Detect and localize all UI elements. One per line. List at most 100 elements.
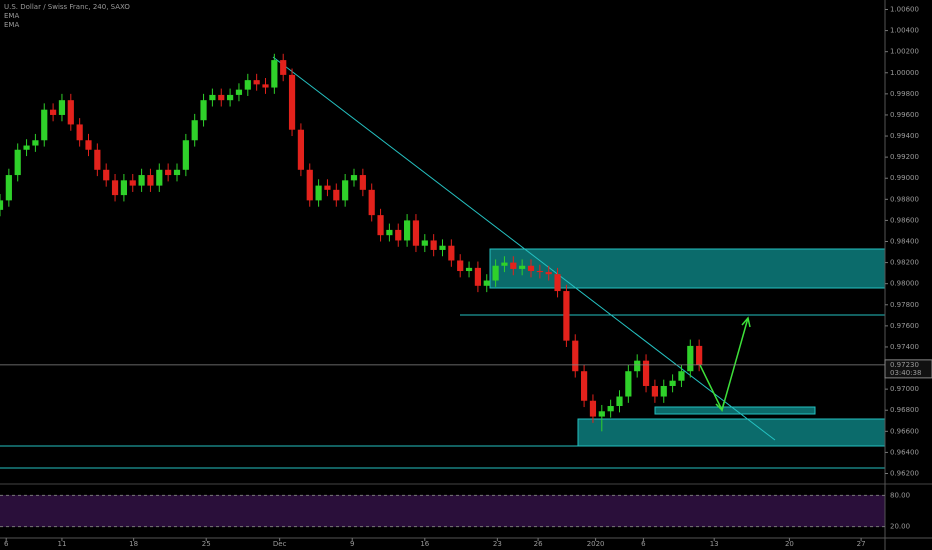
candle-body bbox=[14, 149, 21, 176]
candle-body bbox=[23, 145, 30, 150]
y-tick-label: 0.96200 bbox=[890, 470, 919, 478]
candle-body bbox=[120, 180, 127, 196]
candle-body bbox=[138, 175, 145, 186]
indicator-label: EMA bbox=[4, 12, 19, 20]
indicator-band bbox=[0, 495, 885, 527]
candle-body bbox=[218, 94, 225, 101]
candle-body bbox=[280, 60, 287, 75]
candle-body bbox=[519, 265, 526, 269]
chart-title: U.S. Dollar / Swiss Franc, 240, SAXO bbox=[4, 3, 130, 11]
candle-body bbox=[165, 169, 172, 176]
candle-body bbox=[315, 185, 322, 201]
candle-body bbox=[262, 84, 269, 88]
candle-body bbox=[368, 189, 375, 216]
indicator-tick-label: 80.00 bbox=[890, 491, 910, 499]
candle-body bbox=[457, 260, 464, 272]
candle-body bbox=[253, 80, 260, 85]
candle-body bbox=[227, 94, 234, 101]
candle-body bbox=[67, 100, 74, 125]
y-tick-label: 0.98400 bbox=[890, 238, 919, 246]
candle-body bbox=[492, 265, 499, 281]
candle-body bbox=[687, 345, 694, 372]
y-tick-label: 1.00200 bbox=[890, 48, 919, 56]
y-tick-label: 0.96400 bbox=[890, 448, 919, 456]
x-tick-label: 27 bbox=[857, 540, 866, 548]
candle-body bbox=[306, 169, 313, 201]
candle-body bbox=[5, 175, 12, 201]
candle-body bbox=[85, 140, 92, 150]
candle-body bbox=[404, 220, 411, 241]
candle-body bbox=[642, 360, 650, 386]
y-tick-label: 0.98200 bbox=[890, 259, 919, 267]
candle-body bbox=[625, 371, 632, 397]
candle-body bbox=[342, 180, 349, 201]
y-tick-label: 0.97600 bbox=[890, 322, 919, 330]
candle-body bbox=[545, 272, 552, 275]
candle-body bbox=[103, 169, 110, 181]
candle-body bbox=[235, 89, 243, 95]
y-tick-label: 0.98600 bbox=[890, 216, 919, 224]
y-tick-label: 0.97800 bbox=[890, 301, 919, 309]
candle-body bbox=[156, 169, 163, 186]
candle-body bbox=[607, 406, 614, 412]
zone bbox=[654, 406, 816, 415]
y-tick-label: 0.97000 bbox=[890, 385, 919, 393]
candle-body bbox=[465, 267, 473, 272]
x-tick-label: 26 bbox=[534, 540, 543, 548]
candle-body bbox=[448, 245, 455, 261]
y-tick-label: 0.96600 bbox=[890, 427, 919, 435]
candle-body bbox=[581, 371, 588, 401]
candle-body bbox=[527, 265, 535, 272]
x-tick-label: 16 bbox=[420, 540, 429, 548]
candle-body bbox=[50, 109, 57, 115]
last-price-label: 0.97230 bbox=[890, 361, 919, 369]
candle-body bbox=[483, 280, 490, 286]
candle-body bbox=[58, 100, 66, 115]
candle-body bbox=[0, 200, 4, 210]
candle-body bbox=[554, 274, 561, 292]
y-tick-label: 0.97400 bbox=[890, 343, 919, 351]
candle-body bbox=[147, 175, 154, 186]
candle-body bbox=[244, 80, 251, 90]
x-tick-label: Dec bbox=[273, 540, 287, 548]
candle-body bbox=[76, 124, 83, 141]
candle-body bbox=[129, 180, 136, 186]
candle-body bbox=[616, 396, 623, 407]
arrow-head bbox=[741, 316, 751, 328]
x-tick-label: 18 bbox=[129, 540, 138, 548]
candle-body bbox=[297, 129, 304, 170]
candle-body bbox=[209, 94, 216, 101]
indicator-label: EMA bbox=[4, 21, 19, 29]
candle-body bbox=[324, 185, 331, 190]
countdown-label: 03:40:38 bbox=[890, 369, 921, 377]
y-tick-label: 1.00000 bbox=[890, 69, 919, 77]
candle-body bbox=[660, 385, 667, 397]
candle-body bbox=[572, 340, 579, 372]
y-tick-label: 1.00400 bbox=[890, 27, 919, 35]
candle-body bbox=[386, 229, 393, 236]
candle-body bbox=[288, 74, 296, 130]
candle-body bbox=[439, 245, 446, 250]
y-tick-label: 0.99000 bbox=[890, 174, 919, 182]
candle-body bbox=[173, 169, 181, 176]
candle-body bbox=[634, 360, 641, 372]
candle-body bbox=[191, 120, 198, 141]
y-tick-label: 0.98000 bbox=[890, 280, 919, 288]
candle-body bbox=[412, 220, 420, 246]
last-price-tag bbox=[884, 359, 932, 379]
candle-body bbox=[395, 229, 402, 241]
zone bbox=[577, 418, 886, 447]
candle-body bbox=[536, 271, 543, 273]
x-tick-label: 25 bbox=[202, 540, 211, 548]
y-tick-label: 1.00600 bbox=[890, 5, 919, 13]
x-tick-label: 9 bbox=[350, 540, 354, 548]
candle-body bbox=[669, 380, 676, 386]
candle-body bbox=[182, 140, 189, 170]
candle-body bbox=[377, 215, 384, 236]
candle-body bbox=[111, 180, 119, 196]
indicator-tick-label: 20.00 bbox=[890, 523, 910, 531]
candle-body bbox=[696, 345, 703, 365]
candle-body bbox=[474, 267, 481, 286]
candle-body bbox=[563, 291, 570, 341]
